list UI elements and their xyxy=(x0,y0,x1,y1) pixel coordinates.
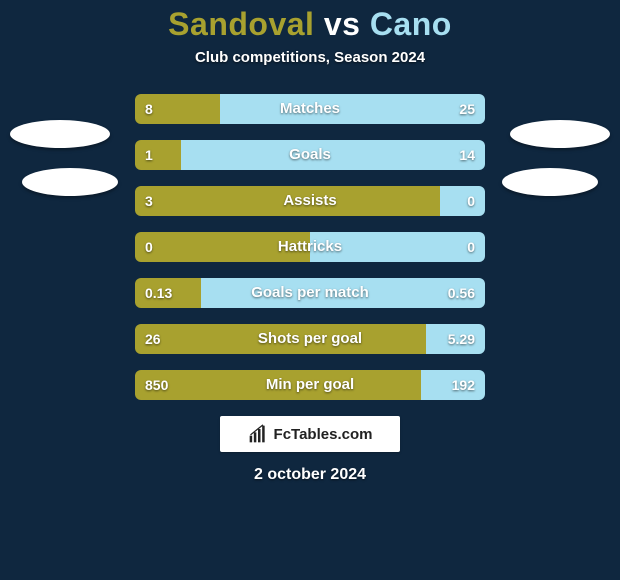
stat-row: Goals114 xyxy=(135,140,485,170)
player1-club-logo-2 xyxy=(22,168,118,196)
branding-badge: FcTables.com xyxy=(220,416,400,452)
stat-value-player1: 1 xyxy=(135,140,163,170)
bar-fill-player1 xyxy=(135,324,426,354)
stat-value-player2: 0.56 xyxy=(438,278,485,308)
player2-club-logo-1 xyxy=(510,120,610,148)
stat-row: Min per goal850192 xyxy=(135,370,485,400)
vs-label: vs xyxy=(324,6,361,42)
stat-row: Goals per match0.130.56 xyxy=(135,278,485,308)
player2-name: Cano xyxy=(370,6,452,42)
stat-value-player2: 5.29 xyxy=(438,324,485,354)
stat-value-player1: 0.13 xyxy=(135,278,182,308)
bar-fill-player2 xyxy=(220,94,485,124)
stats-bars: Matches825Goals114Assists30Hattricks00Go… xyxy=(135,94,485,400)
stat-row: Hattricks00 xyxy=(135,232,485,262)
comparison-card: Sandoval vs Cano Club competitions, Seas… xyxy=(0,0,620,580)
player1-club-logo-1 xyxy=(10,120,110,148)
subtitle: Club competitions, Season 2024 xyxy=(0,49,620,66)
stat-value-player2: 192 xyxy=(442,370,485,400)
bar-fill-player1 xyxy=(135,186,440,216)
stat-value-player1: 3 xyxy=(135,186,163,216)
chart-icon xyxy=(248,424,268,444)
stat-row: Assists30 xyxy=(135,186,485,216)
stat-value-player2: 25 xyxy=(449,94,485,124)
stat-row: Matches825 xyxy=(135,94,485,124)
stat-row: Shots per goal265.29 xyxy=(135,324,485,354)
date-label: 2 october 2024 xyxy=(0,466,620,484)
player2-club-logo-2 xyxy=(502,168,598,196)
branding-text: FcTables.com xyxy=(274,426,373,443)
stat-value-player2: 14 xyxy=(449,140,485,170)
comparison-title: Sandoval vs Cano xyxy=(0,6,620,43)
stat-value-player2: 0 xyxy=(457,186,485,216)
stat-value-player1: 850 xyxy=(135,370,178,400)
stat-value-player1: 0 xyxy=(135,232,163,262)
stat-value-player2: 0 xyxy=(457,232,485,262)
bar-fill-player2 xyxy=(181,140,486,170)
player1-name: Sandoval xyxy=(168,6,314,42)
stat-value-player1: 8 xyxy=(135,94,163,124)
stat-value-player1: 26 xyxy=(135,324,171,354)
